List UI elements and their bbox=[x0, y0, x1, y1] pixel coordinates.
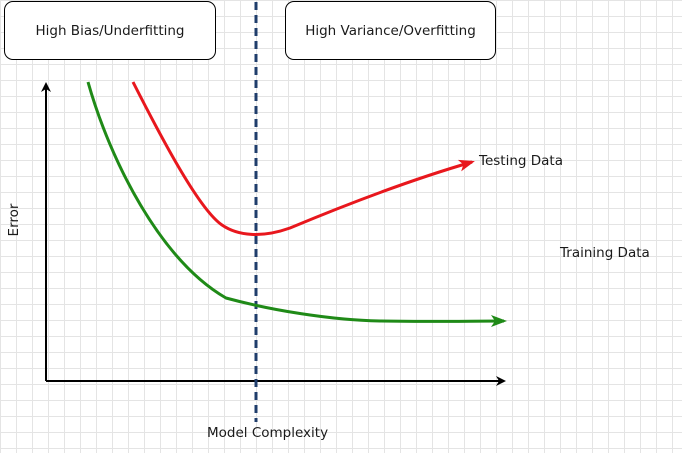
testing-data-label: Testing Data bbox=[479, 153, 563, 169]
x-axis-label: Model Complexity bbox=[207, 425, 329, 441]
testing-error-curve bbox=[131, 81, 475, 236]
y-axis-label: Error bbox=[6, 203, 22, 237]
high-variance-region-box: High Variance/Overfitting bbox=[285, 1, 496, 60]
high-bias-region-box: High Bias/Underfitting bbox=[4, 1, 216, 60]
training-error-curve bbox=[86, 81, 507, 328]
training-data-label: Training Data bbox=[560, 245, 650, 261]
high-bias-label: High Bias/Underfitting bbox=[35, 22, 185, 39]
high-variance-label: High Variance/Overfitting bbox=[305, 22, 476, 39]
